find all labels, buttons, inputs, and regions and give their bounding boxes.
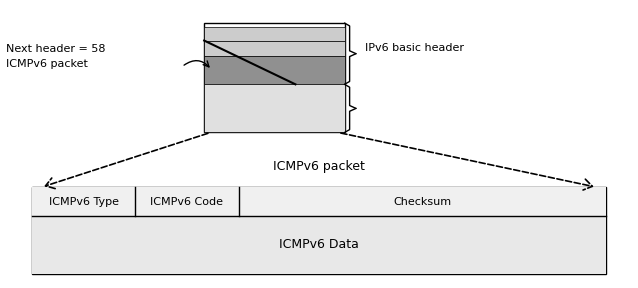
Text: ICMPv6 packet: ICMPv6 packet [6,58,88,69]
Bar [204,27,345,41]
Text: IPv6 basic header: IPv6 basic header [365,43,464,53]
Bar [204,23,345,132]
Text: ICMPv6 Type: ICMPv6 Type [48,197,119,206]
FancyArrowPatch shape [341,133,592,190]
Bar [32,187,606,274]
Text: Checksum: Checksum [393,197,452,206]
Bar [204,41,345,56]
Text: ICMPv6 packet: ICMPv6 packet [273,160,365,173]
Bar [32,187,606,216]
Bar [32,216,606,274]
Text: Next header = 58: Next header = 58 [6,44,106,54]
Text: ICMPv6 Data: ICMPv6 Data [279,238,359,251]
FancyArrowPatch shape [45,133,208,189]
Bar [204,56,345,84]
Text: ICMPv6 Code: ICMPv6 Code [151,197,223,206]
Bar [204,84,345,132]
